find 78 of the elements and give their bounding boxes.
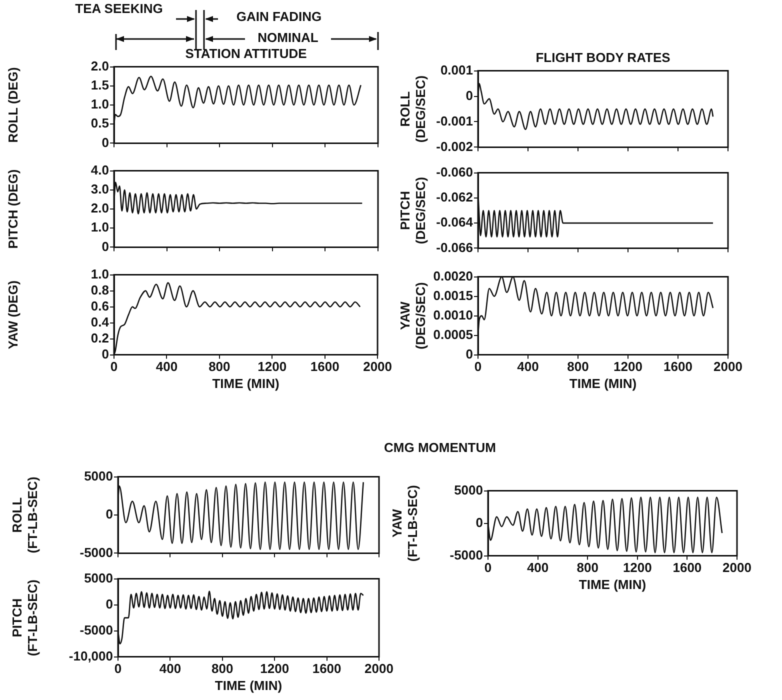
x-tick-label: 1200 [622, 560, 652, 576]
y-tick-label: 4.0 [90, 162, 109, 178]
y-tick-label: -0.066 [436, 240, 473, 255]
y-tick-label: 0.001 [440, 62, 473, 78]
x-tick-label: 1200 [258, 359, 287, 374]
x-axis-title: TIME (MIN) [569, 376, 637, 391]
y-tick-label: 0.0020 [433, 268, 473, 284]
y-tick-label: 0.5 [90, 116, 109, 131]
x-tick-label: 2000 [722, 560, 752, 576]
x-tick-label: 400 [159, 661, 182, 676]
y-tick-label: 5000 [84, 570, 113, 586]
x-axis-title: TIME (MIN) [212, 376, 280, 391]
x-tick-label: 1600 [672, 560, 702, 576]
y-axis-title: PITCH (DEG/SEC) [397, 176, 428, 244]
x-tick-label: 800 [208, 359, 230, 374]
x-tick-label: 1200 [614, 359, 642, 374]
y-tick-label: 0 [106, 596, 113, 612]
x-tick-label: 1600 [310, 359, 340, 374]
y-axis-title: ROLL (DEG/SEC) [397, 75, 428, 143]
y-tick-label: -5000 [80, 544, 113, 560]
x-axis-title: TIME (MIN) [214, 678, 282, 693]
y-tick-label: -10,000 [68, 648, 113, 664]
y-tick-label: 0.0005 [433, 326, 473, 342]
y-axis-title: ROLL (FT-LB-SEC) [9, 476, 40, 554]
x-tick-label: 800 [576, 560, 598, 576]
y-axis-title: YAW (DEG/SEC) [397, 282, 428, 350]
y-tick-label: -5000 [450, 547, 483, 562]
text: NOMINAL [245, 30, 331, 45]
y-axis-title: ROLL (DEG) [5, 67, 20, 143]
y-tick-label: 0.0010 [433, 307, 473, 322]
x-tick-label: 1600 [664, 359, 692, 374]
x-tick-label: 1200 [260, 661, 290, 676]
y-tick-label: 0 [102, 346, 109, 362]
y-tick-label: -0.062 [436, 190, 473, 205]
y-tick-label: 0 [466, 346, 473, 362]
y-tick-label: -0.060 [436, 164, 473, 180]
y-tick-label: 5000 [84, 468, 113, 484]
y-axis-title: PITCH (DEG) [5, 169, 20, 249]
x-tick-label: 800 [567, 359, 589, 374]
y-tick-label: -0.001 [436, 113, 473, 128]
y-tick-label: 0 [102, 134, 109, 150]
y-tick-label: 0.0015 [433, 288, 473, 303]
y-tick-label: -5000 [80, 622, 113, 638]
x-tick-label: 400 [156, 359, 178, 374]
y-tick-label: 1.0 [90, 266, 109, 282]
chart-title: STATION ATTITUDE [184, 46, 308, 61]
y-axis-title: YAW (DEG) [5, 280, 20, 350]
y-tick-label: 0 [106, 506, 113, 522]
y-tick-label: 1.5 [90, 77, 109, 92]
y-tick-label: 0 [102, 238, 109, 254]
y-axis-title: YAW (FT-LB-SEC) [389, 485, 420, 562]
y-tick-label: 0.6 [90, 298, 109, 314]
x-tick-label: 2000 [363, 359, 392, 374]
y-tick-label: 5000 [454, 482, 483, 498]
y-tick-label: 1.0 [90, 220, 109, 235]
y-tick-label: 0.2 [90, 330, 109, 346]
y-tick-label: 2.0 [90, 200, 109, 216]
x-tick-label: 1600 [312, 661, 342, 676]
text: GAIN FADING [235, 9, 323, 24]
x-tick-label: 800 [212, 661, 234, 676]
x-tick-label: 400 [517, 359, 539, 374]
x-axis-title: TIME (MIN) [578, 576, 646, 592]
text: CMG MOMENTUM [383, 440, 497, 455]
y-tick-label: 0.8 [90, 282, 109, 298]
text: TEA SEEKING [74, 1, 164, 16]
y-tick-label: 3.0 [90, 181, 109, 196]
chart-title: FLIGHT BODY RATES [534, 50, 672, 65]
y-tick-label: 0 [476, 514, 483, 530]
x-tick-label: 400 [526, 560, 549, 576]
y-tick-label: -0.002 [436, 138, 473, 154]
y-tick-label: 1.0 [90, 96, 109, 112]
y-tick-label: -0.064 [436, 214, 474, 230]
y-tick-label: 0 [466, 88, 473, 103]
x-tick-label: 2000 [364, 661, 394, 676]
y-axis-title: PITCH (FT-LB-SEC) [9, 580, 40, 656]
y-tick-label: 0.4 [90, 314, 110, 330]
y-tick-label: 2.0 [90, 58, 109, 74]
x-tick-label: 2000 [714, 359, 742, 374]
